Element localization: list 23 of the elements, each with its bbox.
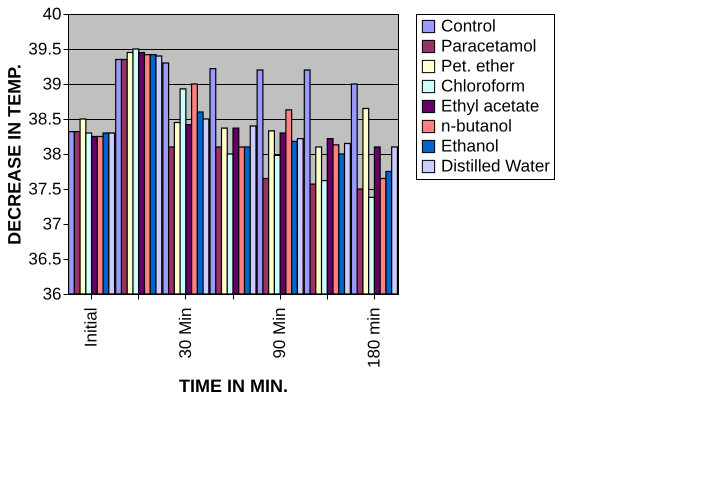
legend-label: Ethanol [441,136,499,156]
y-tick-label: 36.5 [28,250,62,268]
y-tick-label: 38.5 [28,110,62,128]
legend-label: n-butanol [441,116,512,136]
y-tick-label: 38 [42,144,62,164]
y-tick-label: 39.5 [28,40,62,58]
legend-label: Paracetamol [441,36,536,56]
y-axis-title: DECREASE IN TEMP. [4,64,24,245]
x-tick-label: 30 Min [176,308,195,359]
x-tick-label: 90 Min [270,308,290,359]
legend-label: Chloroform [441,76,526,96]
legend-label: Distilled Water [441,156,550,176]
y-tick-label: 36 [42,284,62,304]
y-tick-label: 39 [42,74,62,94]
y-tick-label: 37 [42,214,62,234]
y-tick-label: 40 [42,4,62,24]
legend-label: Ethyl acetate [441,96,540,116]
legend-label: Pet. ether [441,56,516,76]
y-tick-label: 37.5 [28,180,62,198]
legend-label: Control [441,16,496,36]
x-tick-label: 180 min [364,308,384,368]
x-axis-title: TIME IN MIN. [179,376,288,396]
x-tick-label: Initial [82,308,101,348]
